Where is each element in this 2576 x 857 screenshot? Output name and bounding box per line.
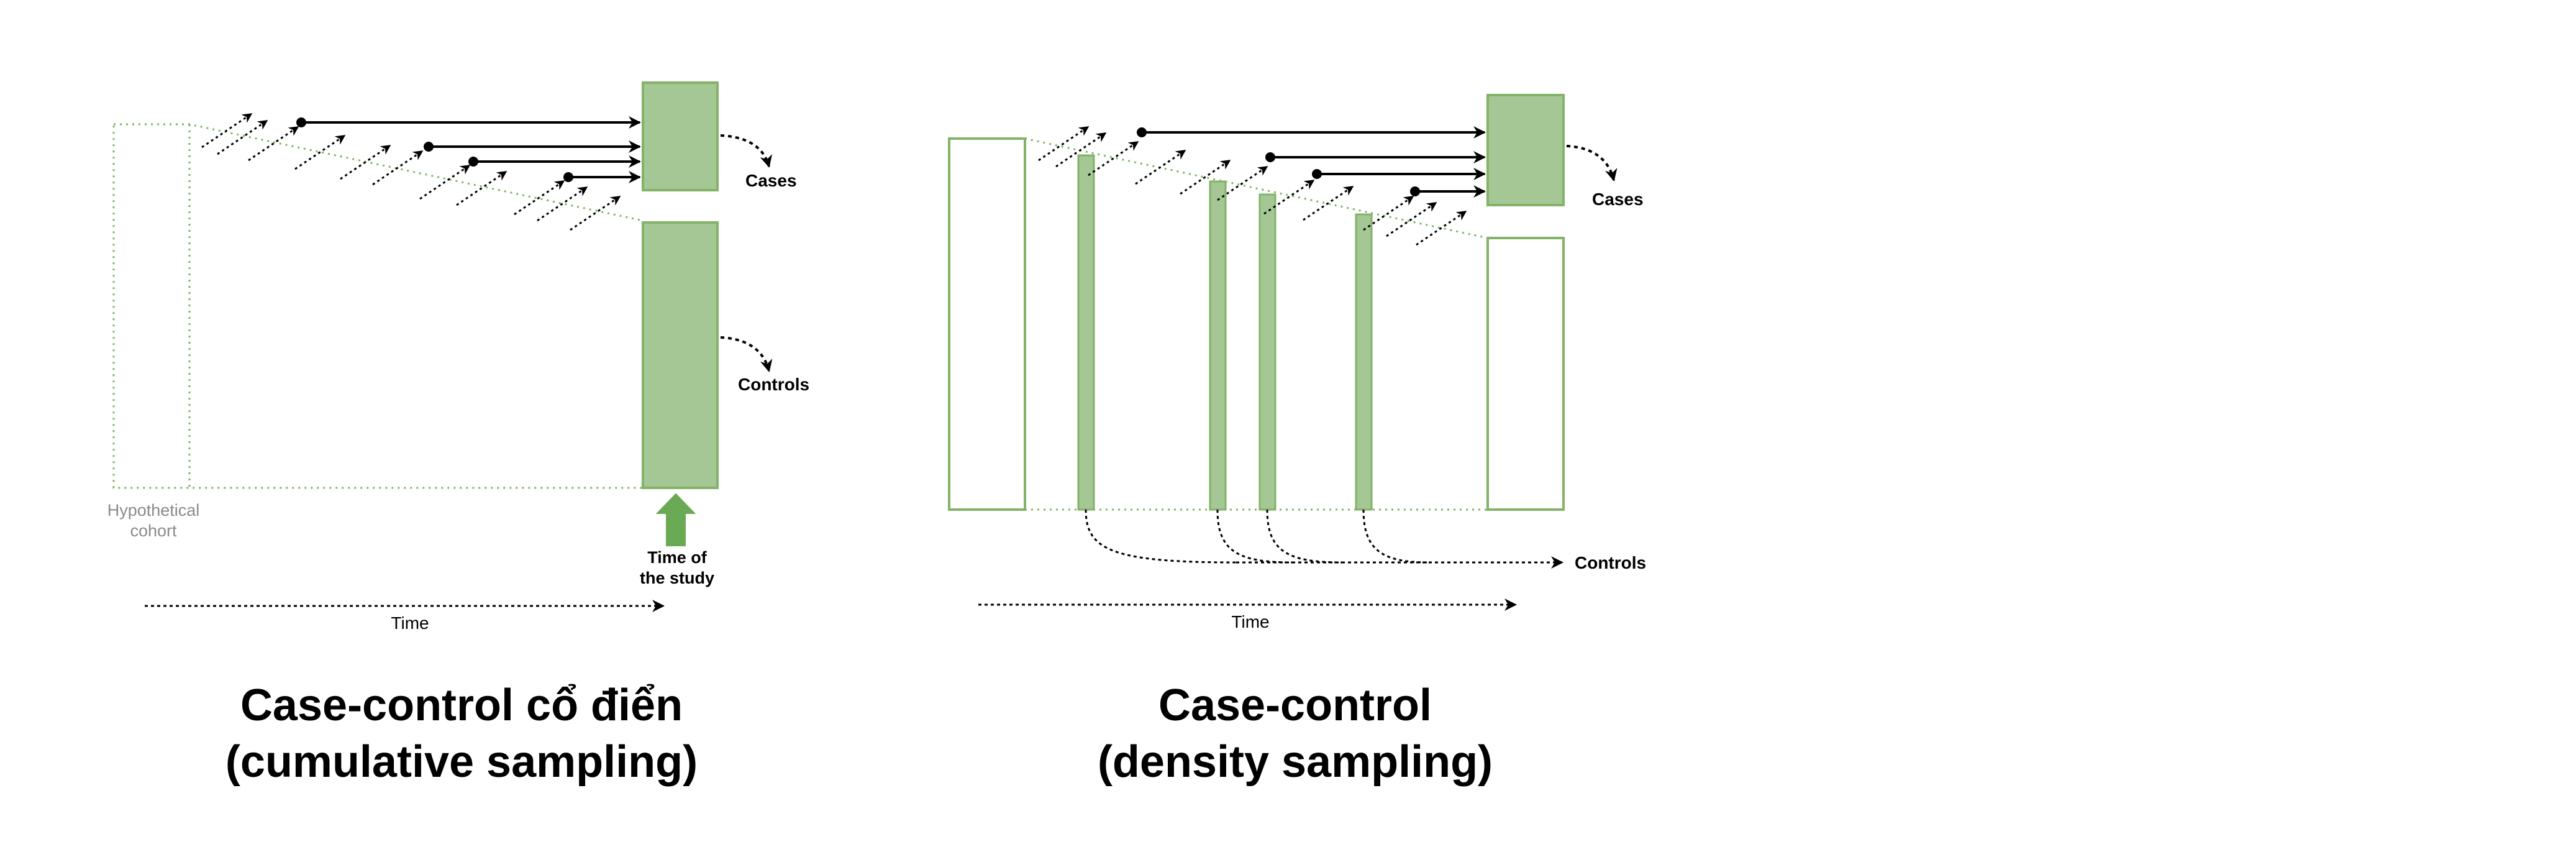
- event-dot: [1265, 152, 1275, 162]
- hypothetical-cohort-outline: [112, 123, 644, 489]
- cases-label: Cases: [1592, 190, 1644, 209]
- entry-arrow: [1055, 132, 1107, 168]
- entry-arrow: [1363, 195, 1414, 231]
- entry-arrow: [419, 164, 471, 200]
- control-curve: [1216, 509, 1293, 564]
- study-time-label: Time of: [647, 548, 708, 567]
- entry-arrow: [201, 112, 253, 149]
- entry-arrow: [537, 186, 588, 222]
- cohort-label: cohort: [130, 521, 177, 540]
- case-event-arrows: [301, 116, 641, 183]
- control-curve: [1362, 509, 1429, 564]
- study-time-label: the study: [640, 569, 714, 587]
- event-dot: [424, 142, 434, 152]
- entry-arrow: [456, 170, 507, 206]
- cases-box: [642, 81, 719, 191]
- cohort-start-box: [948, 137, 1026, 511]
- entry-arrows: [201, 112, 621, 231]
- cases-box: [1486, 94, 1565, 206]
- sampled-control-bar: [1077, 154, 1095, 511]
- entry-arrow: [372, 150, 424, 186]
- case-event-dots: [1137, 127, 1420, 196]
- entry-arrow: [1180, 159, 1231, 195]
- sampled-control-bar: [1258, 193, 1277, 511]
- right-diagram: Cases Controls Time Case-control (densit…: [948, 94, 1646, 787]
- time-axis-label: Time: [1231, 612, 1269, 631]
- entry-arrow: [340, 144, 391, 180]
- left-diagram-title: Case-control cổ điển: [240, 681, 683, 730]
- entry-arrow: [1416, 210, 1467, 246]
- end-cohort-box: [1486, 237, 1565, 511]
- control-curve: [1266, 509, 1342, 564]
- left-diagram: Cases Controls Hypothetical cohort Time …: [107, 81, 809, 787]
- entry-arrow: [1038, 126, 1090, 162]
- cohort-top-slope: [1024, 137, 1488, 239]
- entry-arrow: [1303, 185, 1354, 221]
- entry-arrow: [1217, 165, 1268, 201]
- entry-arrow: [1263, 179, 1315, 215]
- entry-arrow: [1386, 201, 1437, 237]
- entry-arrow: [1135, 149, 1186, 185]
- cases-curve-arrow: [720, 134, 773, 168]
- case-event-dots: [296, 117, 573, 182]
- controls-label: Controls: [738, 375, 809, 394]
- left-diagram-title: (cumulative sampling): [225, 737, 698, 787]
- event-dot: [468, 157, 478, 167]
- control-curve: [1085, 509, 1237, 564]
- entry-arrows: [1038, 126, 1467, 246]
- time-axis-label: Time: [391, 613, 429, 633]
- event-dot: [296, 117, 306, 127]
- controls-box: [642, 221, 719, 489]
- sampled-control-bar: [1355, 213, 1373, 511]
- event-dot: [563, 172, 573, 182]
- cohort-label: Hypothetical: [107, 501, 200, 520]
- controls-curve-arrow: [720, 336, 773, 372]
- event-dot: [1312, 169, 1322, 179]
- event-dot: [1137, 127, 1147, 137]
- control-collection-curves: [1085, 509, 1563, 569]
- entry-arrow: [294, 134, 346, 170]
- right-diagram-title: (density sampling): [1098, 737, 1493, 787]
- entry-arrow: [514, 180, 565, 216]
- case-event-arrows: [1142, 126, 1486, 198]
- sampled-control-bar: [1209, 180, 1227, 511]
- entry-arrow: [217, 119, 268, 155]
- up-arrow-icon: [655, 493, 696, 546]
- event-dot: [1410, 186, 1420, 196]
- entry-arrow: [248, 126, 299, 162]
- entry-arrow: [1088, 140, 1139, 176]
- controls-label: Controls: [1575, 553, 1646, 572]
- right-diagram-title: Case-control: [1158, 681, 1432, 730]
- cases-label: Cases: [745, 171, 797, 190]
- cases-curve-arrow: [1566, 145, 1618, 181]
- entry-arrow: [570, 195, 621, 231]
